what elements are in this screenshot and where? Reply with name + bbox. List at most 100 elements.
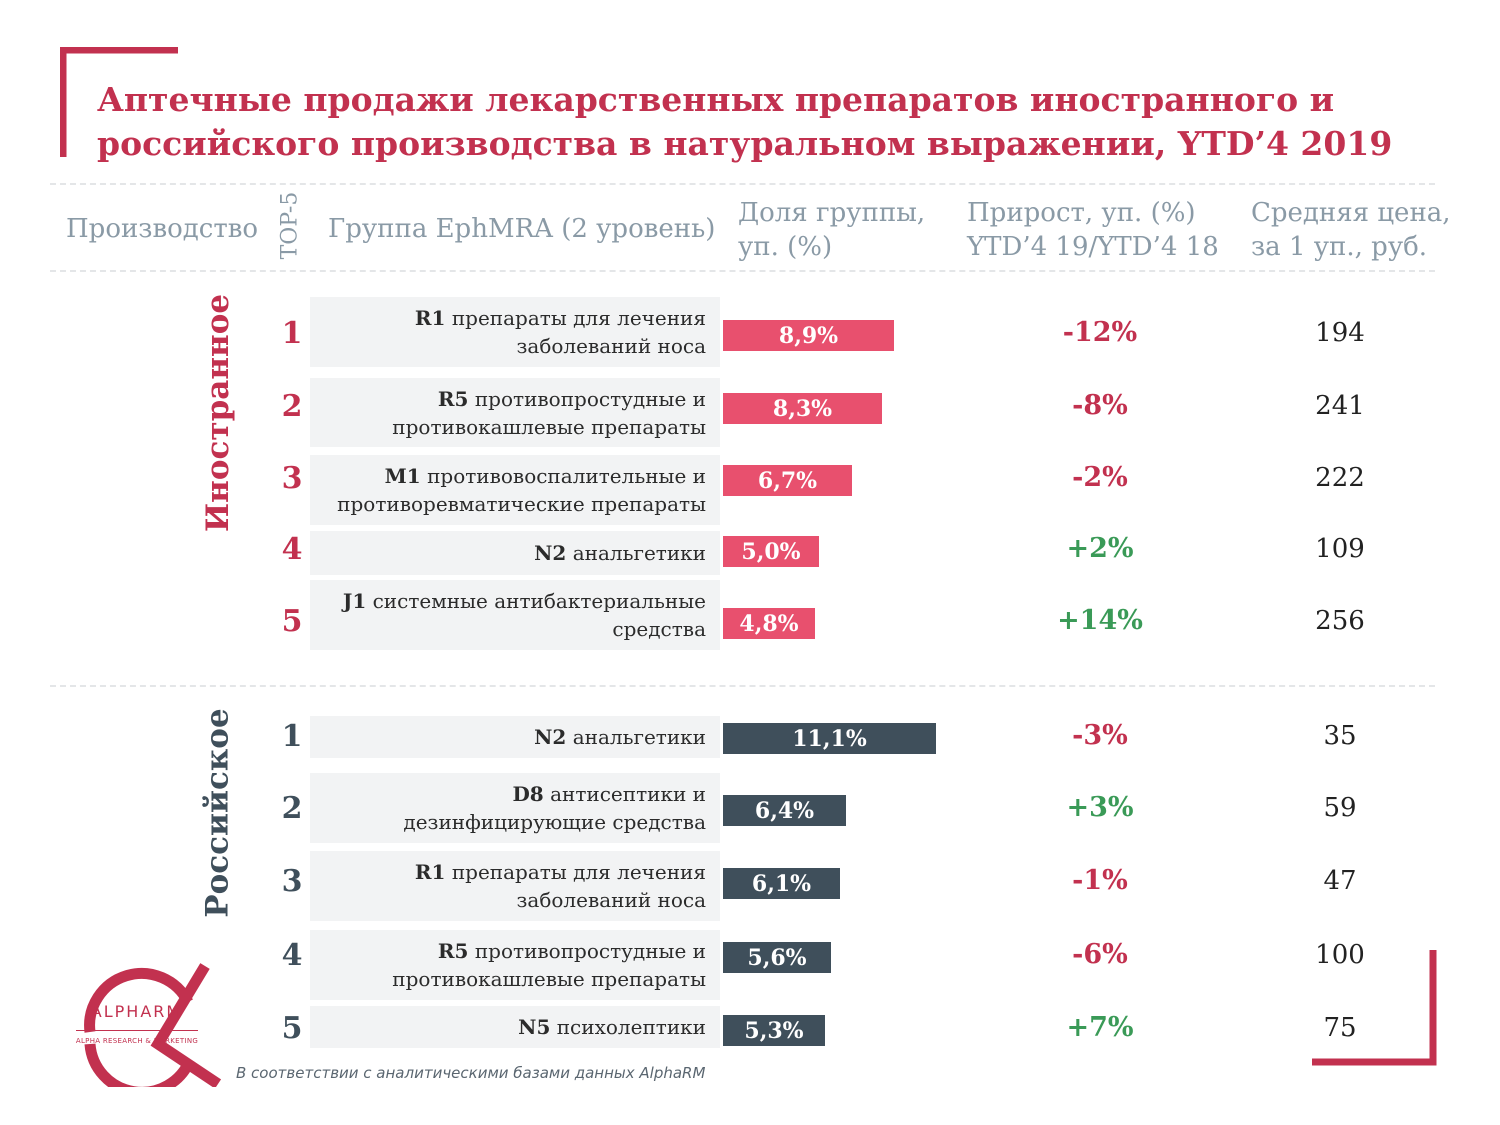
group-name: анальгетики [572, 725, 706, 749]
group-label: R1 препараты для лечения заболеваний нос… [310, 858, 706, 914]
group-label: R5 противопростудные и противокашлевые п… [310, 937, 706, 993]
group-code: R5 [437, 939, 469, 963]
price-value: 109 [1315, 534, 1365, 564]
group-code: N5 [518, 1015, 551, 1039]
group-label-box: R1 препараты для лечения заболеваний нос… [310, 297, 720, 367]
section-divider [50, 685, 1435, 687]
share-bar-label: 8,9% [778, 322, 839, 349]
rank-number: 3 [281, 461, 303, 496]
price-value: 241 [1315, 391, 1365, 421]
group-label-box: N2 анальгетики [310, 716, 720, 758]
rank-number: 4 [281, 532, 303, 567]
price-value: 256 [1315, 606, 1365, 636]
price-value: 47 [1323, 866, 1357, 896]
share-bar-label: 5,3% [744, 1017, 804, 1044]
growth-value: +7% [1066, 1012, 1134, 1043]
growth-value: -2% [1072, 462, 1128, 493]
price-value: 222 [1315, 463, 1365, 493]
group-name: противовоспалительные и противоревматиче… [337, 464, 706, 516]
share-bar-label: 6,4% [754, 797, 815, 824]
group-label: M1 противовоспалительные и противоревмат… [310, 462, 706, 518]
group-label: N2 анальгетики [534, 539, 706, 567]
group-name: системные антибактериальные средства [372, 589, 706, 641]
group-code: D8 [512, 782, 544, 806]
group-name: анальгетики [572, 541, 706, 565]
rank-number: 1 [281, 719, 303, 754]
group-code: R1 [414, 306, 446, 330]
group-label: N5 психолептики [518, 1013, 706, 1041]
share-bar-label: 8,3% [772, 395, 833, 422]
group-name: противопростудные и противокашлевые преп… [392, 386, 706, 439]
rank-number: 2 [281, 389, 303, 424]
share-bar: 6,1% [723, 868, 840, 899]
rank-number: 2 [281, 791, 303, 826]
group-code: R1 [414, 860, 446, 884]
header-price: Средняя цена, за 1 уп., руб. [1251, 198, 1451, 262]
group-label: R1 препараты для лечения заболеваний нос… [310, 304, 706, 360]
group-label-box: R5 противопростудные и противокашлевые п… [310, 378, 720, 447]
logo-tagline: ALPHA RESEARCH & MARKETING [75, 1037, 199, 1045]
share-bar-label: 6,7% [757, 467, 818, 494]
chart-title: Аптечные продажи лекарственных препарато… [97, 80, 1393, 163]
growth-value: +3% [1066, 792, 1134, 823]
group-label: N2 анальгетики [534, 723, 706, 751]
group-name: психолептики [556, 1015, 706, 1039]
group-label-box: D8 антисептики и дезинфицирующие средств… [310, 773, 720, 843]
share-bar: 5,6% [723, 942, 831, 973]
price-value: 75 [1323, 1013, 1357, 1043]
header-group: Группа EphMRA (2 уровень) [328, 214, 716, 244]
group-code: R5 [437, 386, 469, 411]
group-name: противопростудные и противокашлевые преп… [392, 939, 706, 991]
growth-value: +14% [1057, 605, 1143, 636]
price-value: 35 [1323, 721, 1357, 751]
group-code: N2 [534, 725, 567, 749]
rank-number: 3 [281, 864, 303, 899]
growth-value: -8% [1072, 390, 1128, 421]
growth-value: +2% [1066, 533, 1134, 564]
share-bar-label: 5,0% [741, 538, 801, 565]
group-code: J1 [342, 589, 367, 613]
corner-bracket-bottom-right [1312, 950, 1437, 1066]
group-name: антисептики и дезинфицирующие средства [403, 782, 706, 834]
logo-divider [76, 1030, 198, 1031]
share-bar: 11,1% [723, 723, 936, 754]
group-label-box: N2 анальгетики [310, 531, 720, 575]
growth-value: -3% [1072, 720, 1128, 751]
rank-number: 5 [281, 1011, 303, 1046]
header-production: Производство [66, 214, 259, 244]
section-label-russian: Российское [200, 707, 237, 918]
group-label-box: J1 системные антибактериальные средства [310, 580, 720, 650]
group-code: N2 [534, 541, 567, 565]
price-value: 100 [1315, 940, 1365, 970]
share-bar-label: 5,6% [747, 944, 807, 971]
group-code: M1 [384, 464, 421, 488]
header-bottom-divider [50, 270, 1435, 272]
rank-number: 4 [281, 938, 303, 973]
share-bar: 6,7% [723, 465, 852, 496]
group-label-box: R5 противопростудные и противокашлевые п… [310, 930, 720, 1000]
logo-name: ALPHARM [90, 1002, 183, 1021]
group-label-box: M1 противовоспалительные и противоревмат… [310, 455, 720, 525]
section-label-foreign: Иностранное [200, 293, 237, 532]
share-bar-label: 4,8% [739, 610, 799, 637]
growth-value: -1% [1072, 865, 1128, 896]
rank-number: 1 [281, 316, 303, 351]
rank-number: 5 [281, 604, 303, 639]
alpharm-logo-icon [84, 963, 222, 1087]
share-bar: 5,0% [723, 536, 819, 567]
price-value: 194 [1315, 318, 1365, 348]
group-label: R5 противопростудные и противокашлевые п… [310, 385, 706, 441]
group-label-box: R1 препараты для лечения заболеваний нос… [310, 851, 720, 921]
group-label: D8 антисептики и дезинфицирующие средств… [310, 780, 706, 836]
share-bar-label: 6,1% [751, 870, 812, 897]
header-share: Доля группы, уп. (%) [738, 198, 926, 262]
price-value: 59 [1323, 793, 1357, 823]
corner-bracket-top-left [60, 47, 178, 157]
share-bar: 8,3% [723, 393, 882, 424]
group-name: препараты для лечения заболеваний носа [451, 306, 706, 358]
header-growth: Прирост, уп. (%) YTD’4 19/YTD’4 18 [967, 198, 1219, 262]
header-top5: TOP-5 [277, 191, 303, 259]
share-bar: 6,4% [723, 795, 846, 826]
share-bar: 4,8% [723, 608, 815, 639]
header-top-divider [50, 183, 1435, 185]
